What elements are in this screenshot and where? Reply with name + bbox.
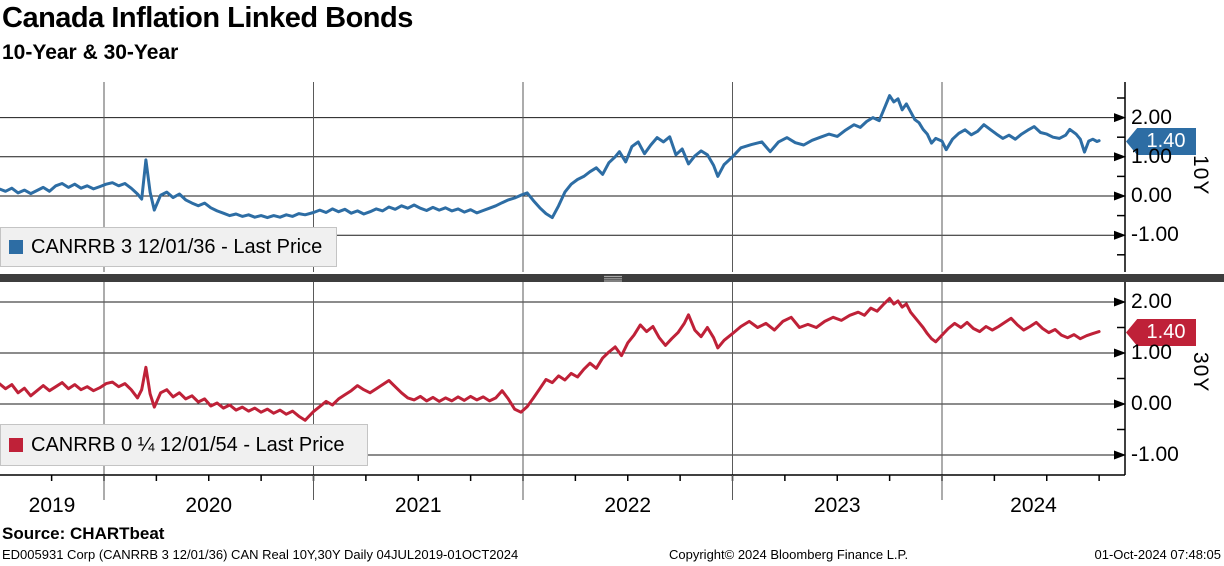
x-tick-label: 2021	[394, 494, 442, 517]
y-tick-label: 2.00	[1131, 290, 1172, 313]
legend-swatch-30y-icon	[9, 438, 23, 452]
y-axis-title-10y: 10Y	[1189, 155, 1212, 196]
y-tick-label: 1.00	[1131, 341, 1172, 364]
legend-10y[interactable]: CANRRB 3 12/01/36 - Last Price	[0, 227, 337, 267]
last-price-badge-30y: 1.40	[1126, 319, 1196, 346]
legend-30y[interactable]: CANRRB 0 ¼ 12/01/54 - Last Price	[0, 424, 368, 466]
y-axis-title-30y: 30Y	[1189, 352, 1212, 393]
page-subtitle: 10-Year & 30-Year	[2, 41, 179, 64]
y-tick-label: -1.00	[1131, 223, 1179, 247]
x-tick-label: 2023	[813, 494, 861, 517]
security-info-line: ED005931 Corp (CANRRB 3 12/01/36) CAN Re…	[2, 547, 519, 562]
y-tick-label: 1.00	[1131, 144, 1172, 168]
timestamp-label: 01-Oct-2024 07:48:05	[1094, 547, 1221, 562]
y-tick-label: -1.00	[1131, 443, 1179, 466]
last-price-value-10y: 1.40	[1146, 130, 1186, 152]
copyright-label: Copyright© 2024 Bloomberg Finance L.P.	[669, 547, 909, 562]
panel-divider	[0, 274, 1224, 282]
last-price-value-30y: 1.40	[1146, 321, 1186, 343]
legend-label-10y: CANRRB 3 12/01/36 - Last Price	[31, 235, 323, 258]
source-label: Source: CHARTbeat	[2, 524, 165, 543]
x-tick-label: 2024	[1010, 494, 1057, 517]
y-tick-label: 0.00	[1131, 184, 1172, 207]
y-tick-label: 0.00	[1131, 392, 1172, 415]
y-tick-label: 2.00	[1131, 105, 1172, 129]
legend-swatch-10y-icon	[9, 240, 23, 254]
legend-label-30y: CANRRB 0 ¼ 12/01/54 - Last Price	[31, 433, 345, 456]
page-title: Canada Inflation Linked Bonds	[2, 2, 413, 34]
x-tick-label: 2020	[185, 494, 233, 517]
last-price-badge-10y: 1.40	[1126, 128, 1196, 155]
x-tick-label: 2022	[604, 494, 652, 517]
x-tick-label: 2019	[28, 494, 76, 517]
